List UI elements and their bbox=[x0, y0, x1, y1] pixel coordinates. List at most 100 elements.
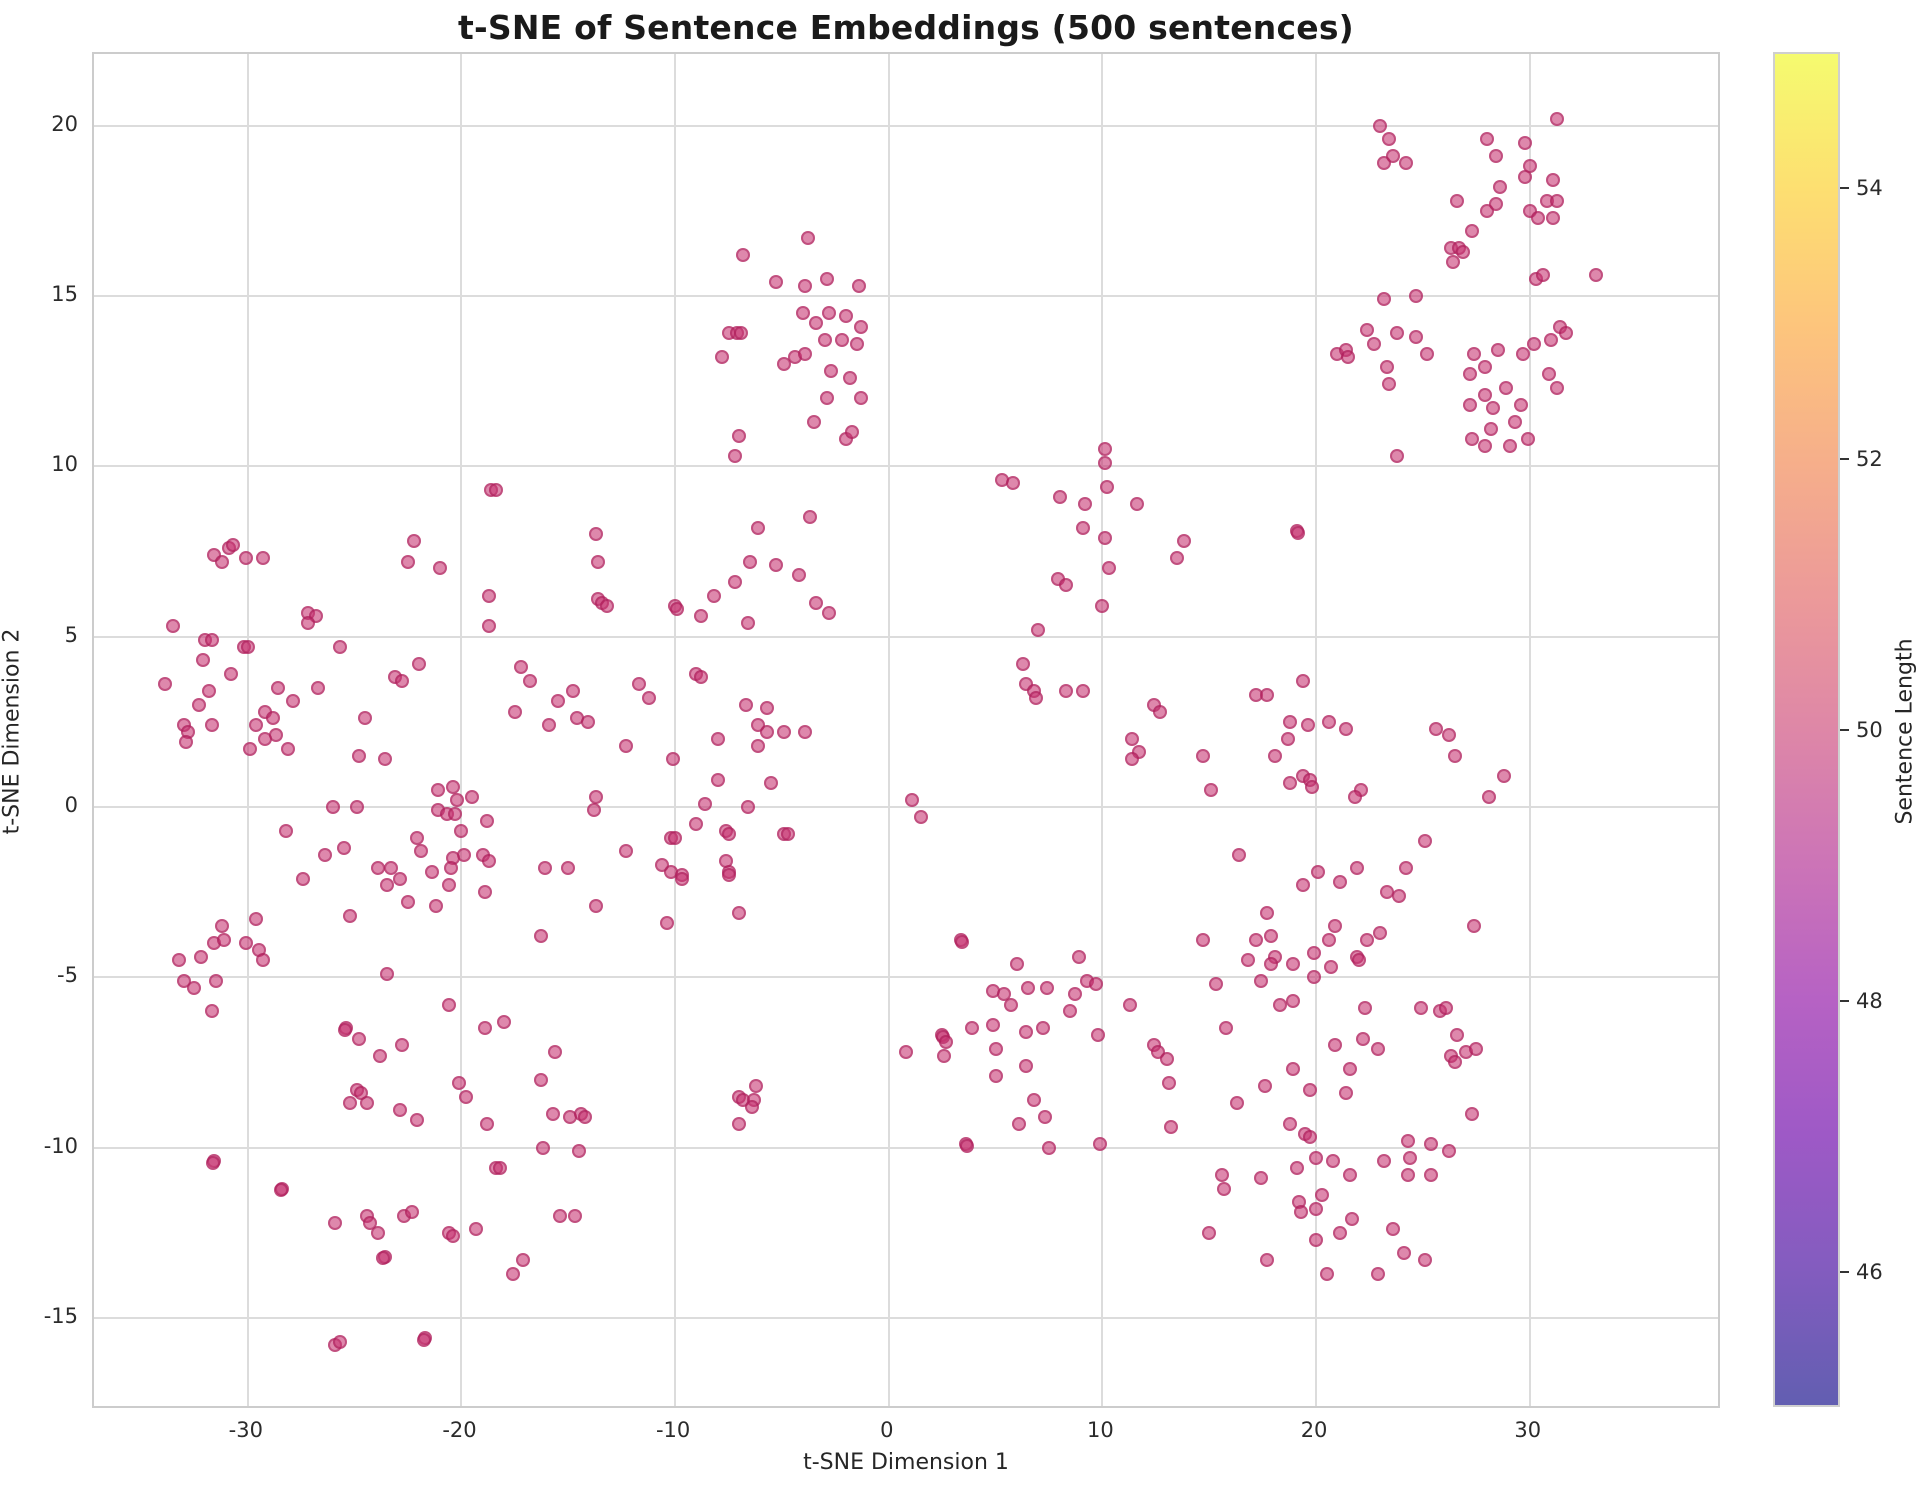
data-point bbox=[1447, 748, 1462, 763]
data-point bbox=[311, 680, 326, 695]
data-point bbox=[1309, 1150, 1324, 1165]
data-point bbox=[458, 1089, 473, 1104]
data-point bbox=[1315, 1188, 1330, 1203]
data-point bbox=[561, 861, 576, 876]
data-point bbox=[1300, 718, 1315, 733]
data-point bbox=[1492, 179, 1507, 194]
data-point bbox=[1285, 1062, 1300, 1077]
data-point bbox=[176, 973, 191, 988]
data-point bbox=[204, 1004, 219, 1019]
data-point bbox=[1309, 1201, 1324, 1216]
data-point bbox=[824, 363, 839, 378]
data-point bbox=[392, 871, 407, 886]
data-point bbox=[1465, 1106, 1480, 1121]
data-point bbox=[800, 230, 815, 245]
data-point bbox=[792, 568, 807, 583]
x-tick-label-20: 20 bbox=[1300, 1418, 1328, 1442]
data-point bbox=[1039, 980, 1054, 995]
data-point bbox=[300, 615, 315, 630]
x-tick-label-0: 0 bbox=[880, 1418, 894, 1442]
data-point bbox=[1450, 1028, 1465, 1043]
data-point bbox=[1257, 1079, 1272, 1094]
gridline-y--10 bbox=[94, 1146, 1718, 1149]
data-point bbox=[1204, 782, 1219, 797]
data-point bbox=[764, 776, 779, 791]
data-point bbox=[1341, 350, 1356, 365]
data-point bbox=[238, 936, 253, 951]
data-point bbox=[279, 823, 294, 838]
data-point bbox=[1321, 932, 1336, 947]
data-point bbox=[1497, 769, 1512, 784]
data-point bbox=[898, 1045, 913, 1060]
data-point bbox=[392, 1103, 407, 1118]
data-point bbox=[798, 278, 813, 293]
data-point bbox=[698, 796, 713, 811]
data-point bbox=[1488, 196, 1503, 211]
data-point bbox=[642, 690, 657, 705]
gridline-x-0 bbox=[887, 54, 890, 1406]
data-point bbox=[208, 973, 223, 988]
data-point bbox=[1264, 956, 1279, 971]
data-point bbox=[1311, 864, 1326, 879]
data-point bbox=[394, 673, 409, 688]
data-point bbox=[1518, 169, 1533, 184]
data-point bbox=[1321, 714, 1336, 729]
data-point bbox=[1302, 1130, 1317, 1145]
data-point bbox=[565, 684, 580, 699]
data-point bbox=[445, 1229, 460, 1244]
data-point bbox=[376, 1251, 391, 1266]
data-point bbox=[433, 561, 448, 576]
data-point bbox=[1544, 333, 1559, 348]
data-point bbox=[1482, 789, 1497, 804]
data-point bbox=[693, 670, 708, 685]
data-point bbox=[1328, 1038, 1343, 1053]
data-point bbox=[507, 704, 522, 719]
data-point bbox=[809, 595, 824, 610]
data-point bbox=[1176, 534, 1191, 549]
data-point bbox=[166, 619, 181, 634]
data-point bbox=[1445, 254, 1460, 269]
data-point bbox=[1268, 748, 1283, 763]
data-point bbox=[1283, 776, 1298, 791]
data-point bbox=[740, 615, 755, 630]
data-point bbox=[204, 718, 219, 733]
data-point bbox=[240, 639, 255, 654]
data-point bbox=[480, 813, 495, 828]
data-point bbox=[1129, 496, 1144, 511]
y-tick-label--10: -10 bbox=[43, 1133, 78, 1158]
data-point bbox=[732, 1116, 747, 1131]
data-point bbox=[514, 660, 529, 675]
data-point bbox=[441, 997, 456, 1012]
colorbar-tick-label-46: 46 bbox=[1856, 1259, 1883, 1284]
data-point bbox=[1546, 173, 1561, 188]
data-point bbox=[988, 1041, 1003, 1056]
data-point bbox=[249, 718, 264, 733]
data-point bbox=[988, 1069, 1003, 1084]
data-point bbox=[1467, 919, 1482, 934]
data-point bbox=[777, 357, 792, 372]
colorbar-tick-mark-50 bbox=[1840, 728, 1849, 731]
data-point bbox=[332, 1334, 347, 1349]
data-point bbox=[1516, 346, 1531, 361]
gridline-y-10 bbox=[94, 465, 1718, 468]
y-tick-label-5: 5 bbox=[64, 622, 78, 647]
data-point bbox=[1306, 970, 1321, 985]
data-point bbox=[1396, 1246, 1411, 1261]
data-point bbox=[1219, 1021, 1234, 1036]
data-point bbox=[1202, 1225, 1217, 1240]
data-point bbox=[740, 799, 755, 814]
data-point bbox=[409, 830, 424, 845]
data-point bbox=[1377, 292, 1392, 307]
data-point bbox=[1328, 919, 1343, 934]
data-point bbox=[1546, 210, 1561, 225]
data-point bbox=[238, 551, 253, 566]
data-point bbox=[1306, 946, 1321, 961]
data-point bbox=[1381, 132, 1396, 147]
data-point bbox=[1499, 380, 1514, 395]
data-point bbox=[1514, 397, 1529, 412]
data-point bbox=[273, 1183, 288, 1198]
gridline-y--5 bbox=[94, 976, 1718, 979]
data-point bbox=[721, 868, 736, 883]
data-point bbox=[1016, 656, 1031, 671]
data-point bbox=[1420, 346, 1435, 361]
